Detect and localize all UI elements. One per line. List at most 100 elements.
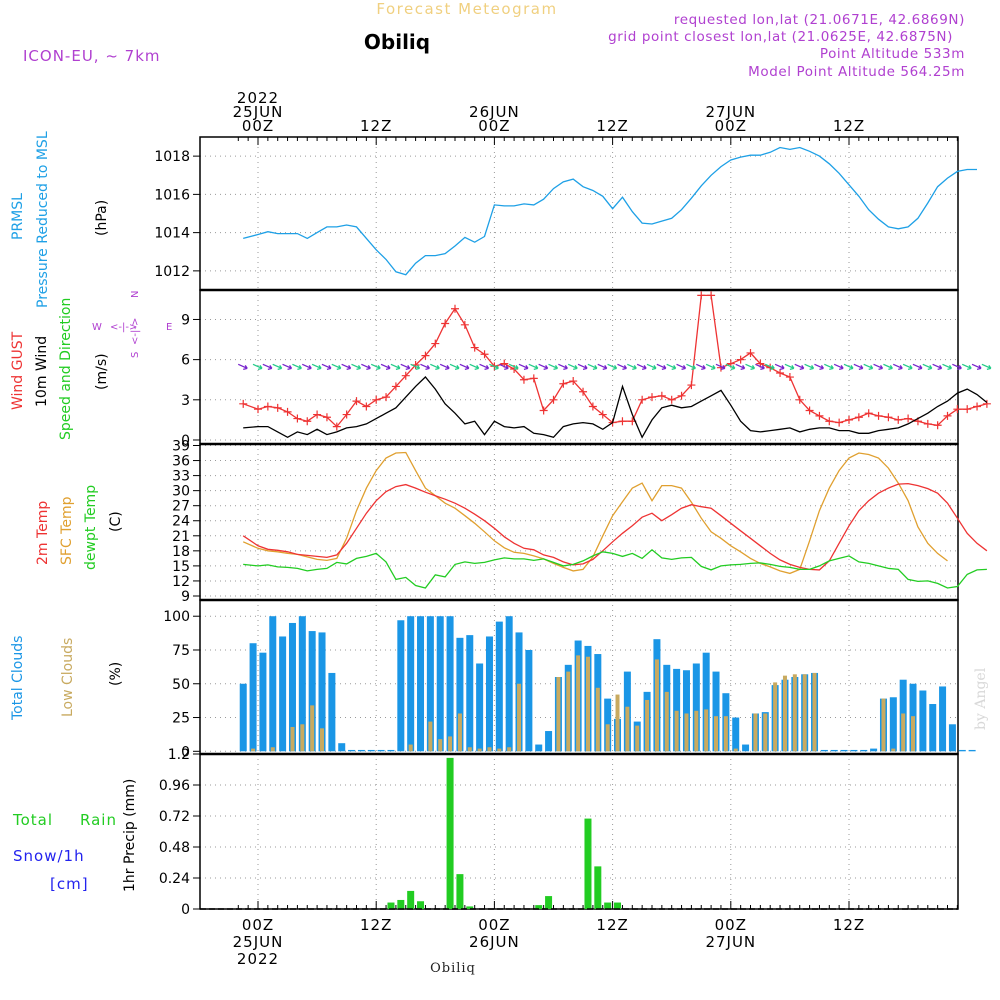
y-tick-label: 0.24	[159, 871, 190, 887]
bottom-time-label: 12Z	[360, 916, 392, 934]
gust-marker	[549, 395, 558, 404]
low-cloud-bar	[891, 748, 896, 752]
wind-direction-arrow	[321, 363, 332, 370]
gust-marker	[707, 291, 716, 300]
gust-marker	[539, 406, 548, 415]
y-tick-label: 1012	[154, 264, 190, 280]
low-cloud-bar	[625, 706, 630, 752]
compass-s: S	[130, 352, 141, 358]
wind-direction-arrow	[814, 363, 824, 370]
total-cloud-bar	[948, 724, 956, 752]
wind-direction-arrow	[656, 363, 667, 370]
bottom-time-label: 27JUN	[705, 933, 756, 951]
y-tick-label: 0.96	[159, 778, 190, 794]
gust-marker	[894, 415, 903, 424]
total-cloud-bar	[308, 631, 316, 752]
rain-label: Rain	[80, 811, 117, 829]
low-cloud-bar	[585, 656, 590, 752]
compass-rose: N S W E <-|-> <-|->	[92, 291, 172, 358]
wind-direction-arrow	[863, 363, 874, 370]
low-cloud-bar	[773, 682, 778, 752]
gust-marker	[677, 391, 686, 400]
gust-marker	[874, 411, 883, 420]
total-cloud-bar	[545, 731, 553, 752]
low-cloud-bar	[723, 716, 728, 752]
precip-unit: 1hr Precip (mm)	[122, 779, 138, 892]
clouds-unit: (%)	[108, 662, 124, 686]
gust-marker	[845, 415, 853, 424]
wind-direction-arrow	[262, 363, 273, 370]
gust-marker	[904, 414, 913, 423]
total-cloud-bar	[348, 749, 356, 752]
bottom-time-label: 25JUN	[233, 933, 284, 951]
low-cloud-bar	[714, 716, 719, 752]
snow-label: Snow/1h	[13, 847, 85, 865]
precip-bar	[417, 901, 425, 909]
total-cloud-bar	[919, 690, 927, 752]
total-cloud-bar	[357, 749, 365, 752]
gust-marker	[795, 395, 804, 404]
total-cloud-bar	[840, 749, 848, 752]
wind-direction-arrow	[282, 363, 293, 370]
precip-bar	[387, 902, 395, 909]
y-tick-label: 39	[172, 439, 190, 455]
total-cloud-bar	[367, 749, 375, 752]
wind-direction-arrow	[469, 363, 480, 370]
wind-direction-arrow	[735, 363, 746, 370]
gust-marker	[973, 402, 982, 411]
total-cloud-bar	[712, 671, 720, 752]
total-cloud-bar	[397, 620, 405, 752]
wind-direction-arrow	[548, 363, 559, 370]
total-cloud-bar	[860, 749, 868, 752]
wind-direction-arrow	[961, 363, 972, 370]
chart-title: Forecast Meteogram	[376, 0, 557, 18]
wind-direction-arrow	[843, 363, 854, 370]
precip-bar	[604, 902, 612, 909]
gust-marker	[854, 413, 863, 422]
total-cloud-bar	[929, 704, 937, 752]
y-tick-label: 24	[172, 514, 190, 530]
wind-direction-arrow	[538, 363, 549, 370]
wind-direction-arrow	[607, 363, 618, 370]
compass-w: W	[92, 322, 102, 333]
gust-marker	[470, 343, 479, 352]
wind-direction-arrow	[341, 363, 352, 370]
low-cloud-bar	[448, 736, 453, 752]
wind-direction-arrow	[902, 363, 913, 370]
wind-direction-arrow	[459, 363, 470, 370]
total-cloud-bar	[850, 749, 858, 752]
low-cloud-bar	[556, 677, 561, 752]
gust-marker	[697, 291, 706, 300]
bottom-time-label: 2022	[237, 950, 279, 968]
wind-direction-arrow	[666, 363, 677, 370]
footer-location: Obiliq	[430, 961, 476, 976]
wind-direction-arrow	[311, 363, 322, 370]
gust-marker	[579, 387, 588, 396]
wind-direction-arrow	[774, 363, 785, 370]
wind-direction-arrow	[833, 363, 844, 370]
low-cloud-bar	[802, 674, 807, 752]
wind-direction-arrow	[853, 363, 864, 370]
gust-marker	[648, 393, 656, 402]
gust-marker	[313, 410, 322, 419]
low-cloud-bar	[654, 659, 659, 752]
low-cloud-bar	[674, 710, 679, 752]
bottom-time-label: 12Z	[833, 916, 865, 934]
wind-direction-arrow	[617, 363, 627, 370]
gust-marker	[963, 405, 972, 414]
wind-direction-arrow	[252, 363, 263, 370]
wind-direction-arrow	[892, 363, 903, 370]
gust-marker	[953, 405, 962, 414]
low-cloud-bar	[635, 725, 640, 752]
wind-direction-arrow	[301, 363, 312, 370]
compass-ns-arrow: <-|->	[130, 318, 141, 345]
wind-direction-arrow	[567, 363, 578, 370]
gust-marker	[588, 402, 597, 411]
y-tick-label: 15	[172, 559, 190, 575]
low-cloud-bar	[645, 699, 650, 752]
wind-direction-arrow	[380, 363, 391, 370]
low-cloud-bar	[270, 747, 275, 752]
low-cloud-bar	[615, 694, 620, 752]
y-tick-label: 36	[172, 454, 190, 470]
total-cloud-bar	[328, 672, 336, 752]
